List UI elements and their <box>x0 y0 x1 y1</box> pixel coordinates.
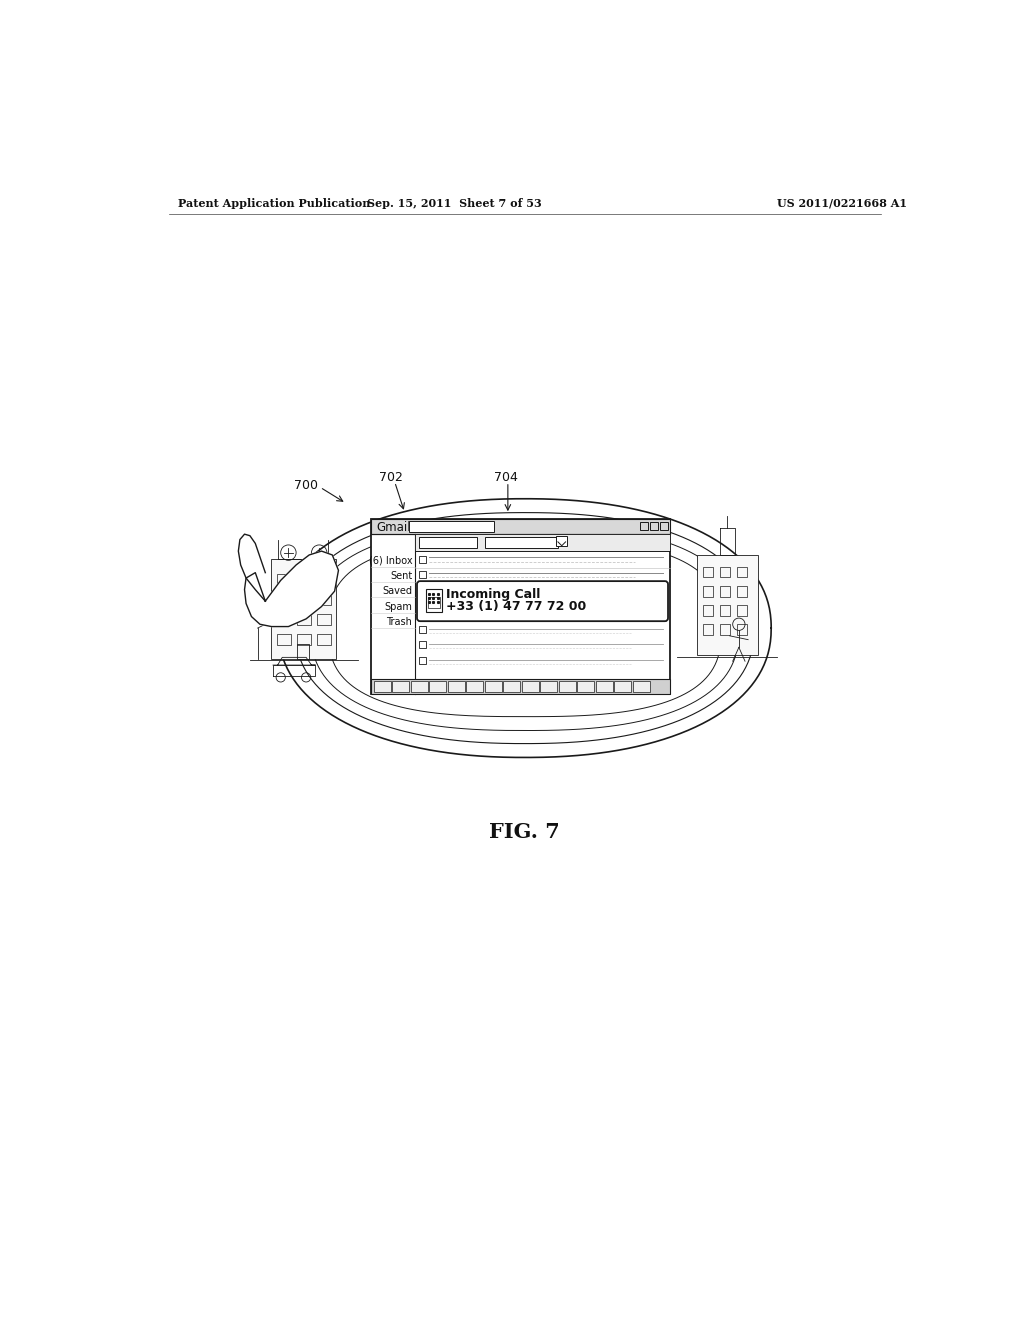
Bar <box>297 644 309 659</box>
Bar <box>720 605 730 615</box>
Bar <box>419 642 426 648</box>
Bar <box>371 678 670 694</box>
Bar <box>447 681 465 692</box>
Text: 700: 700 <box>294 479 318 492</box>
Bar <box>559 681 575 692</box>
Bar <box>410 521 494 532</box>
Bar <box>411 681 428 692</box>
Bar <box>316 574 331 585</box>
Bar <box>276 594 291 605</box>
Bar <box>736 566 748 577</box>
Bar <box>419 626 426 632</box>
Bar <box>374 681 391 692</box>
Text: 704: 704 <box>495 471 518 484</box>
Bar <box>316 614 331 626</box>
Polygon shape <box>245 552 339 627</box>
Bar <box>426 589 441 612</box>
Text: +33 (1) 47 77 72 00: +33 (1) 47 77 72 00 <box>446 601 587 612</box>
Bar <box>702 624 714 635</box>
Bar <box>736 624 748 635</box>
Bar <box>640 521 648 529</box>
Bar <box>720 586 730 597</box>
Text: Saved: Saved <box>382 586 413 597</box>
Bar <box>270 558 336 659</box>
Bar <box>633 681 649 692</box>
Bar <box>720 624 730 635</box>
Bar <box>736 586 748 597</box>
Bar <box>371 519 670 535</box>
Bar <box>466 681 483 692</box>
Bar <box>297 574 310 585</box>
Bar <box>702 605 714 615</box>
Bar <box>429 681 446 692</box>
Bar <box>419 556 426 562</box>
Bar <box>297 614 310 626</box>
Bar <box>297 594 310 605</box>
Text: Trash: Trash <box>386 616 413 627</box>
Bar <box>541 681 557 692</box>
Text: Spam: Spam <box>384 602 413 611</box>
Polygon shape <box>239 535 265 601</box>
Bar <box>614 681 631 692</box>
Bar <box>503 681 520 692</box>
Bar <box>696 554 758 655</box>
Bar <box>578 681 594 692</box>
Bar <box>484 681 502 692</box>
Bar <box>419 656 426 664</box>
Bar <box>276 614 291 626</box>
Text: Sent: Sent <box>390 570 413 581</box>
Text: Sep. 15, 2011  Sheet 7 of 53: Sep. 15, 2011 Sheet 7 of 53 <box>367 198 542 209</box>
Bar <box>660 521 668 529</box>
Bar <box>720 566 730 577</box>
Bar <box>428 597 440 609</box>
Text: (6) Inbox: (6) Inbox <box>369 556 413 565</box>
Bar <box>316 635 331 645</box>
Bar <box>316 594 331 605</box>
Bar <box>702 566 714 577</box>
FancyBboxPatch shape <box>417 581 668 622</box>
Bar <box>419 572 426 578</box>
Text: US 2011/0221668 A1: US 2011/0221668 A1 <box>777 198 907 209</box>
Bar <box>702 586 714 597</box>
Text: Gmail: Gmail <box>376 520 411 533</box>
Text: 702: 702 <box>379 471 402 484</box>
Text: Incoming Call: Incoming Call <box>446 589 541 602</box>
Bar <box>419 537 477 548</box>
Bar <box>484 537 558 548</box>
Bar <box>416 535 670 552</box>
Text: Patent Application Publication: Patent Application Publication <box>178 198 371 209</box>
Bar <box>521 681 539 692</box>
Bar <box>297 635 310 645</box>
Bar <box>650 521 658 529</box>
Bar <box>596 681 612 692</box>
Bar <box>736 605 748 615</box>
Text: FIG. 7: FIG. 7 <box>489 822 560 842</box>
Bar <box>276 574 291 585</box>
Bar <box>392 681 410 692</box>
Bar <box>556 536 567 546</box>
Bar <box>371 519 670 694</box>
Bar <box>276 635 291 645</box>
